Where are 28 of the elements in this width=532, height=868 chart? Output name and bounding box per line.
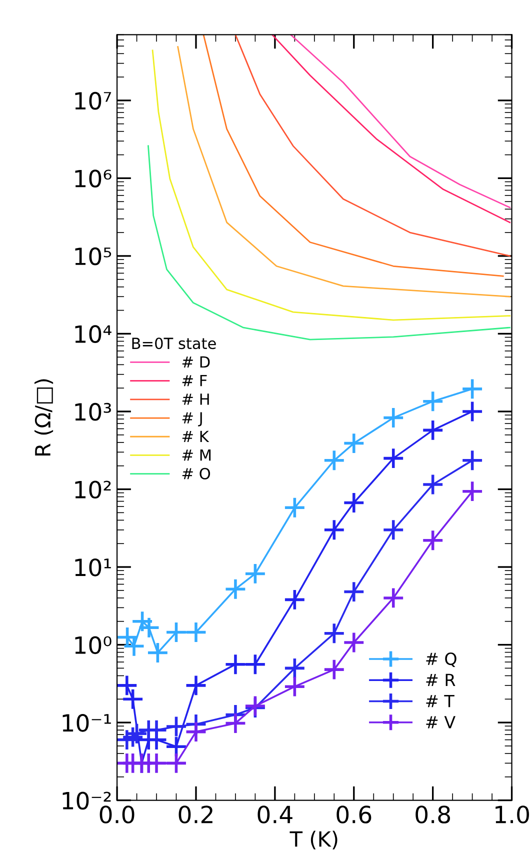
legend-label: # D xyxy=(182,356,210,368)
legend-label: # J xyxy=(182,412,202,426)
y-tick-label: 10³ xyxy=(75,402,111,421)
y-axis-title: R (Ω/□) xyxy=(34,379,54,456)
legend-label: # Q xyxy=(426,652,456,667)
x-axis-title: T (K) xyxy=(290,830,338,850)
y-tick-label: 10¹ xyxy=(75,558,111,576)
y-tick-label: 10⁶ xyxy=(75,170,112,188)
legend-label: # T xyxy=(426,694,454,708)
y-tick-label: 10⁷ xyxy=(75,92,112,110)
x-tick-label: 0.6 xyxy=(336,806,372,824)
legend-label: # F xyxy=(182,375,207,386)
legend-label: # O xyxy=(182,468,210,480)
legend-label: # R xyxy=(426,674,456,686)
y-tick-label: 10⁴ xyxy=(75,325,112,344)
y-tick-label: 10⁰ xyxy=(75,636,112,654)
legend-label: # M xyxy=(182,449,211,461)
y-tick-label: 10⁵ xyxy=(75,247,112,266)
x-tick-label: 0.2 xyxy=(178,806,212,824)
y-tick-label: 10⁻¹ xyxy=(62,714,111,732)
legend-label: # K xyxy=(182,430,210,442)
legend-label: # V xyxy=(426,716,456,728)
legend-label: # H xyxy=(182,394,209,405)
x-tick-label: 0.4 xyxy=(258,806,292,824)
y-tick-label: 10² xyxy=(75,480,111,499)
x-tick-label: 1.0 xyxy=(496,806,529,824)
x-tick-label: 0.8 xyxy=(416,806,450,824)
legend-title: B=0T state xyxy=(132,338,216,350)
